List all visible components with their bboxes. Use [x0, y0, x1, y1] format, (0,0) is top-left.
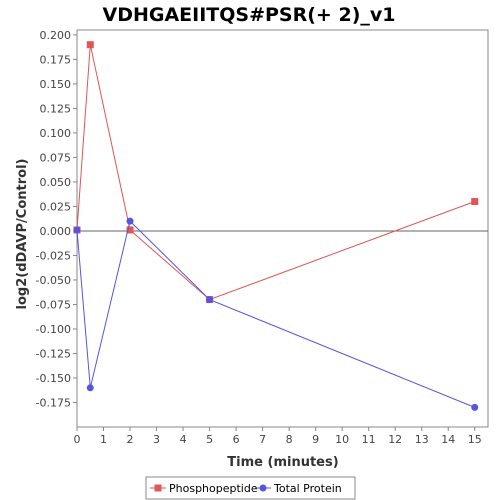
x-tick-label: 2 [127, 433, 134, 446]
data-point [126, 217, 134, 225]
legend-item: Phosphopeptide [150, 482, 258, 495]
data-point [86, 384, 94, 392]
x-tick-label: 13 [415, 433, 429, 446]
plot-frame [76, 29, 489, 428]
x-tick-label: 14 [441, 433, 455, 446]
y-tick-label: 0.000 [40, 225, 72, 238]
data-point [73, 226, 81, 234]
y-tick-label: 0.175 [40, 53, 72, 66]
y-tick-label: 0.050 [40, 176, 72, 189]
y-tick-label: 0.150 [40, 78, 72, 91]
x-tick-label: 6 [233, 433, 240, 446]
y-tick-label: -0.175 [36, 396, 71, 409]
x-tick-label: 3 [153, 433, 160, 446]
y-tick-label: -0.100 [36, 323, 71, 336]
x-tick-label: 8 [286, 433, 293, 446]
x-tick-label: 9 [312, 433, 319, 446]
y-tick-label: -0.050 [36, 274, 71, 287]
y-tick-label: 0.125 [40, 102, 72, 115]
y-tick-label: 0.025 [40, 200, 72, 213]
data-point [126, 226, 134, 234]
legend-label: Total Protein [273, 482, 342, 495]
legend-item: Total Protein [255, 482, 342, 495]
y-tick-label: -0.150 [36, 372, 71, 385]
x-tick-label: 4 [180, 433, 187, 446]
y-tick-label: 0.100 [40, 127, 72, 140]
y-tick-label: -0.025 [36, 249, 71, 262]
x-tick-label: 12 [388, 433, 402, 446]
data-point [86, 41, 94, 49]
y-tick-label: 0.075 [40, 151, 72, 164]
x-tick-label: 0 [74, 433, 81, 446]
chart-title: VDHGAEIITQS#PSR(+ 2)_v1 [103, 4, 396, 26]
y-tick-label: 0.200 [40, 29, 72, 42]
data-point [206, 296, 214, 304]
x-tick-label: 7 [259, 433, 266, 446]
y-tick-label: -0.125 [36, 347, 71, 360]
series-total-protein [73, 217, 479, 411]
x-axis-label: Time (minutes) [227, 455, 338, 470]
x-tick-label: 11 [362, 433, 376, 446]
x-tick-label: 5 [206, 433, 213, 446]
legend-swatch-marker [259, 484, 267, 492]
y-tick-label: -0.075 [36, 298, 71, 311]
plot-area: -0.175 -0.150 -0.125 -0.100 -0.075 -0.050 -0.0… [36, 29, 489, 446]
x-tick-label: 10 [335, 433, 349, 446]
legend-swatch-marker [154, 484, 162, 492]
legend-box [145, 476, 356, 500]
legend-label: Phosphopeptide [169, 482, 258, 495]
x-tick-label: 15 [468, 433, 482, 446]
x-tick-label: 1 [100, 433, 107, 446]
data-point [471, 403, 479, 411]
y-axis-label: log2(dDAVP/Control) [15, 159, 30, 310]
data-point [471, 198, 479, 206]
legend: Phosphopeptide Total Protein [145, 476, 356, 500]
